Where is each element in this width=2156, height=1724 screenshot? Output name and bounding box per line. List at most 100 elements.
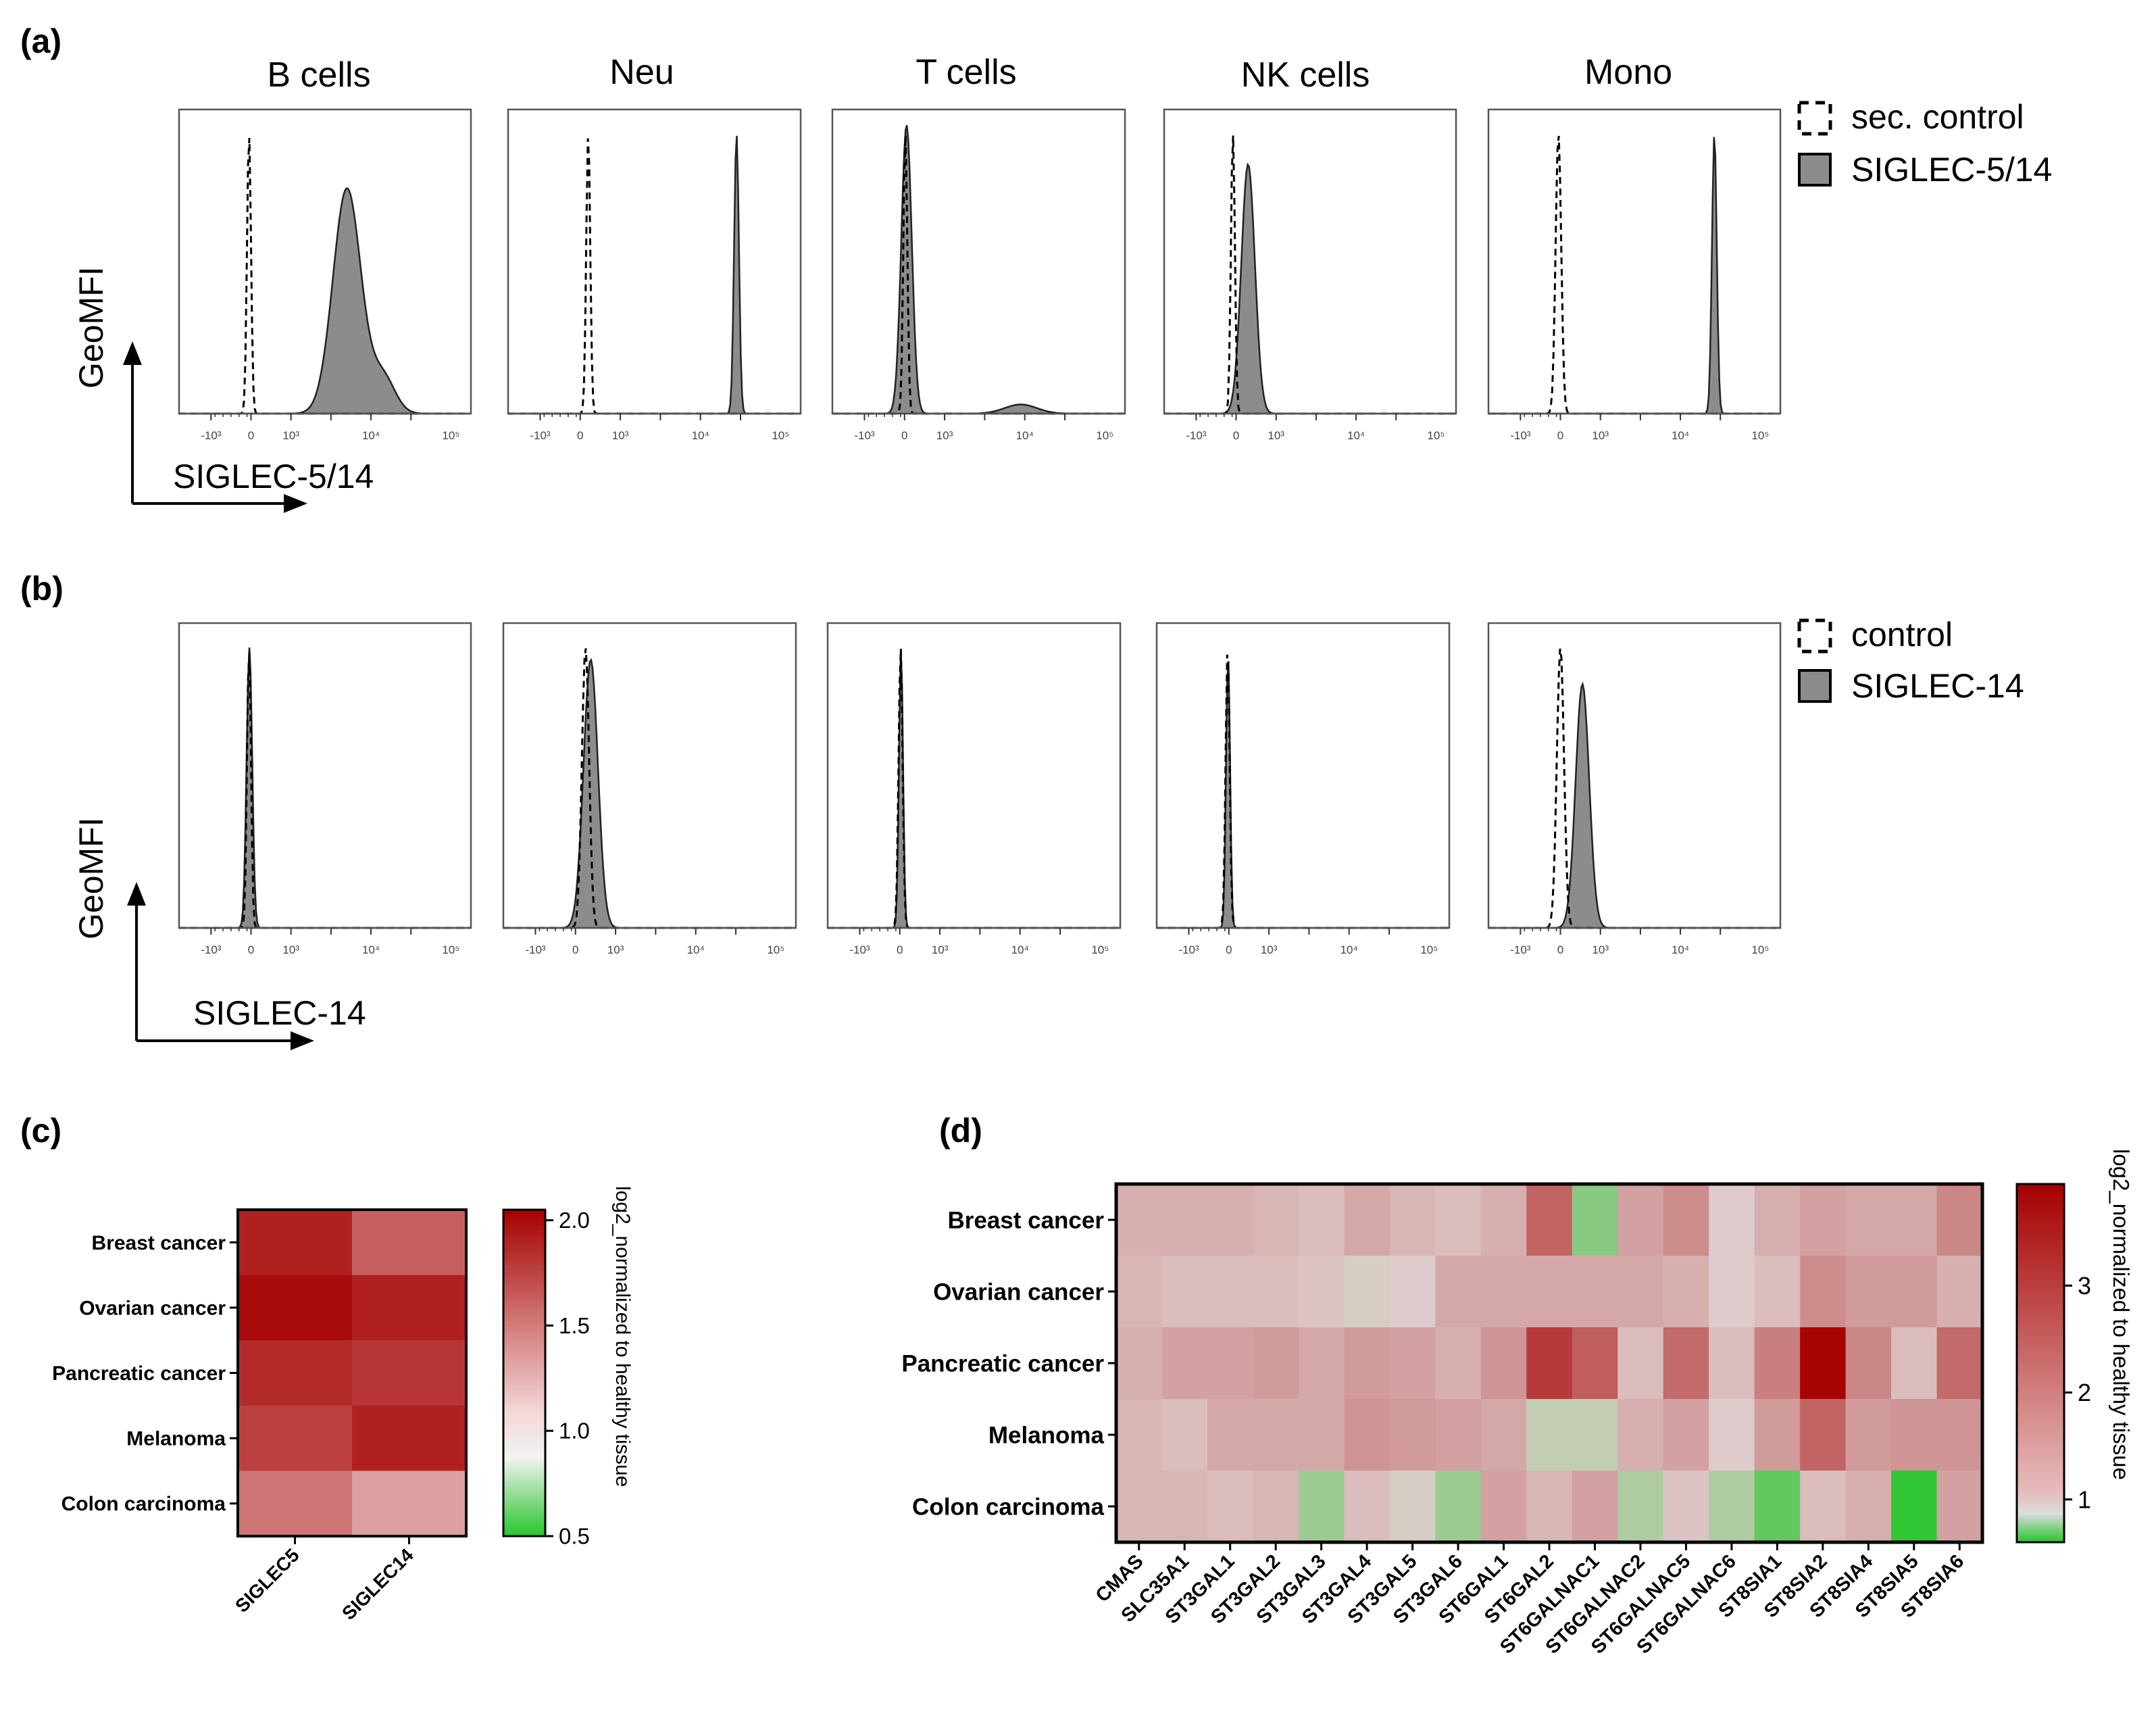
x-tick-label: 10⁵ <box>442 943 459 956</box>
histogram-a-t-cells: -10³ 0 10³ 10⁴ 10⁵ <box>831 108 1126 442</box>
x-tick-label: -10³ <box>530 429 551 442</box>
row-label-melanoma: Melanoma <box>126 1428 226 1450</box>
heat-cell-colon-carcinoma-st3gal1 <box>1207 1471 1254 1543</box>
heat-cell-colon-carcinoma-st6galnac5 <box>1663 1471 1709 1543</box>
colorbar-label: log2_normalized to healthy tissue <box>611 1186 634 1487</box>
heat-cell-colon-carcinoma-siglec14 <box>352 1471 467 1537</box>
heat-cell-melanoma-st8sia2 <box>1800 1399 1847 1471</box>
histogram-a-nk-cells: -10³ 0 10³ 10⁴ 10⁵ <box>1163 108 1457 442</box>
heat-cell-colon-carcinoma-st8sia6 <box>1936 1471 1983 1543</box>
x-tick-label: -10³ <box>1510 943 1531 956</box>
row-label-ovarian-cancer: Ovarian cancer <box>79 1297 226 1319</box>
control-histogram <box>1488 135 1780 415</box>
sample-histogram <box>1488 137 1780 415</box>
row-label-breast-cancer: Breast cancer <box>947 1207 1104 1233</box>
colorbar-tick-label: 0.5 <box>559 1524 590 1549</box>
x-tick-label: 10⁴ <box>692 429 709 442</box>
colorbar-tick-label: 1 <box>2078 1485 2091 1513</box>
heat-cell-colon-carcinoma-slc35a1 <box>1161 1471 1208 1543</box>
control-histogram <box>832 135 1125 415</box>
heat-cell-ovarian-cancer-st3gal4 <box>1344 1256 1390 1328</box>
colorbar-tick-label: 1.5 <box>559 1313 590 1338</box>
heatmap-d: Breast cancer Ovarian cancer Pancreatic ca… <box>901 1149 2134 1658</box>
cell-title-mono: Mono <box>1584 53 1672 92</box>
x-tick-label: 10³ <box>1261 943 1278 956</box>
x-tick-label: -10³ <box>1186 429 1207 442</box>
column-label-siglec14: SIGLEC14 <box>338 1544 418 1624</box>
histogram-a-mono: -10³ 0 10³ 10⁴ 10⁵ <box>1487 108 1782 442</box>
x-tick-label: 10⁴ <box>1347 429 1365 442</box>
x-tick-label: 10³ <box>282 429 299 442</box>
colorbar-tick-label: 3 <box>2078 1272 2091 1300</box>
colorbar-tick-label: 1.0 <box>559 1419 590 1444</box>
histogram-frame <box>1487 108 1782 415</box>
heat-cell-pancreatic-cancer-st6gal1 <box>1480 1327 1527 1400</box>
histogram-a-neu: -10³ 0 10³ 10⁴ 10⁵ <box>507 108 802 442</box>
control-histogram <box>508 138 801 415</box>
sample-histogram <box>828 649 1120 929</box>
sample-histogram <box>508 135 801 415</box>
heat-cell-breast-cancer-st8sia5 <box>1891 1184 1938 1256</box>
heat-cell-melanoma-st6galnac6 <box>1709 1399 1755 1471</box>
cell-title-nk-cells: NK cells <box>1241 55 1370 95</box>
x-tick-label: 0 <box>248 943 254 956</box>
heat-cell-breast-cancer-st8sia4 <box>1845 1184 1892 1256</box>
x-tick-label: 10⁴ <box>1672 429 1689 442</box>
heat-cell-breast-cancer-st8sia1 <box>1754 1184 1801 1256</box>
row-label-colon-carcinoma: Colon carcinoma <box>912 1494 1104 1520</box>
panel-c-letter: (c) <box>20 1112 61 1150</box>
heat-cell-pancreatic-cancer-st3gal3 <box>1298 1327 1345 1400</box>
heat-cell-colon-carcinoma-cmas <box>1116 1471 1163 1543</box>
histogram-frame <box>831 108 1126 415</box>
x-tick-label: 10³ <box>1592 943 1609 956</box>
heat-cell-pancreatic-cancer-st8sia4 <box>1845 1327 1892 1400</box>
x-tick-label: 0 <box>577 429 583 442</box>
x-tick-label: 10⁴ <box>1011 943 1029 956</box>
sample-histogram <box>832 124 1125 415</box>
heat-cell-pancreatic-cancer-st6gal2 <box>1526 1327 1573 1400</box>
colorbar-tick-label: 2 <box>2078 1379 2091 1406</box>
heat-cell-ovarian-cancer-st3gal3 <box>1298 1256 1345 1328</box>
legend-a-control-label: sec. control <box>1851 98 2024 136</box>
legend-b-sample-swatch <box>1798 669 1832 703</box>
ylabel-a: GeoMFI <box>72 266 110 389</box>
row-label-pancreatic-cancer: Pancreatic cancer <box>52 1362 226 1385</box>
heat-cell-pancreatic-cancer-st3gal2 <box>1253 1327 1299 1400</box>
heat-cell-colon-carcinoma-st8sia2 <box>1800 1471 1847 1543</box>
row-label-ovarian-cancer: Ovarian cancer <box>933 1279 1104 1305</box>
x-tick-label: -10³ <box>201 429 222 442</box>
heat-cell-melanoma-st3gal3 <box>1298 1399 1345 1471</box>
heat-cell-breast-cancer-st3gal5 <box>1389 1184 1436 1256</box>
heatmap-c: Breast cancer Ovarian cancer Pancreatic ca… <box>52 1186 634 1624</box>
sample-histogram <box>1157 661 1449 929</box>
colorbar-label: log2_normalized to healthy tissue <box>2109 1149 2134 1480</box>
heat-cell-breast-cancer-st3gal1 <box>1207 1184 1254 1256</box>
heat-cell-pancreatic-cancer-st6galnac2 <box>1618 1327 1664 1400</box>
legend-b-sample-label: SIGLEC-14 <box>1851 667 2024 705</box>
heat-cell-melanoma-st6galnac2 <box>1618 1399 1664 1471</box>
heat-cell-melanoma-siglec5 <box>238 1405 353 1471</box>
x-tick-label: 10³ <box>1592 429 1609 442</box>
heat-cell-pancreatic-cancer-cmas <box>1116 1327 1163 1400</box>
histogram-a-b-cells: -10³ 0 10³ 10⁴ 10⁵ <box>178 108 472 442</box>
heat-cell-melanoma-st3gal4 <box>1344 1399 1390 1471</box>
x-tick-label: 0 <box>1233 429 1239 442</box>
heat-cell-melanoma-st8sia1 <box>1754 1399 1801 1471</box>
cell-title-t-cells: T cells <box>916 53 1016 92</box>
column-label-siglec5: SIGLEC5 <box>231 1544 303 1617</box>
heat-cell-ovarian-cancer-st6gal2 <box>1526 1256 1573 1328</box>
heat-cell-pancreatic-cancer-st3gal5 <box>1389 1327 1436 1400</box>
x-tick-label: 10⁴ <box>362 429 380 442</box>
control-histogram <box>179 651 471 929</box>
heat-cell-colon-carcinoma-st8sia5 <box>1891 1471 1938 1543</box>
histogram-row-b: -10³ 0 10³ 10⁴ 10⁵ -10³ 0 10³ 10⁴ 10⁵ -10³ 0 10³ 10⁴ 1… <box>178 622 1782 956</box>
heat-cell-pancreatic-cancer-st6galnac1 <box>1572 1327 1618 1400</box>
ylabel-b: GeoMFI <box>72 817 110 939</box>
x-tick-label: 10⁵ <box>1420 943 1438 956</box>
colorbar <box>502 1208 547 1537</box>
heat-cell-ovarian-cancer-slc35a1 <box>1161 1256 1208 1328</box>
heat-cell-melanoma-st3gal6 <box>1435 1399 1482 1471</box>
heat-cell-pancreatic-cancer-st3gal1 <box>1207 1327 1254 1400</box>
histogram-frame <box>1163 108 1457 415</box>
x-tick-label: 10⁴ <box>687 943 705 956</box>
